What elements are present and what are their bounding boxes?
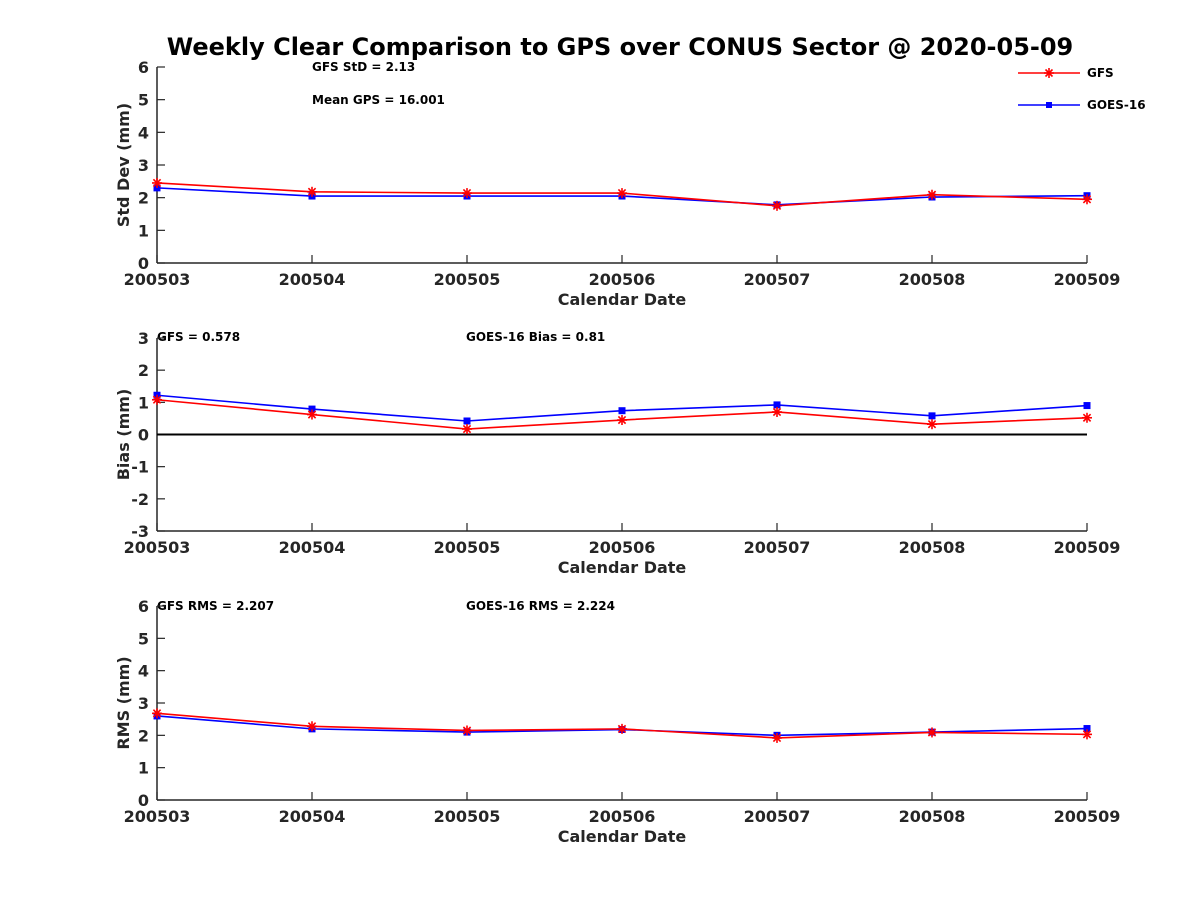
x-tick-label: 200506	[589, 538, 656, 557]
x-tick-label: 200504	[279, 807, 346, 826]
goes-rms-annotation: GOES-16 RMS = 2.224	[466, 599, 615, 613]
gfs-data-point	[152, 708, 162, 719]
gfs-rms-annotation: GFS RMS = 2.207	[157, 599, 274, 613]
y-tick-label: 5	[138, 629, 149, 648]
bias-panel: GFS = 0.578 GOES-16 Bias = 0.81 -3 -2 -1 0 1…	[114, 329, 1120, 577]
y-tick-label: -1	[131, 458, 149, 477]
x-tick-label: 200508	[899, 807, 966, 826]
gfs-data-point	[617, 188, 627, 199]
goes-bias-annotation: GOES-16 Bias = 0.81	[466, 330, 605, 344]
gfs-data-point	[307, 409, 317, 420]
x-tick-label: 200503	[124, 270, 191, 289]
x-tick-label: 200508	[899, 270, 966, 289]
legend-gfs-label: GFS	[1087, 66, 1114, 80]
y-tick-label: 0	[138, 254, 149, 273]
y-tick-label: -3	[131, 522, 149, 541]
y-axis-label: Bias (mm)	[114, 389, 133, 481]
gfs-data-point	[462, 424, 472, 435]
x-tick-label: 200504	[279, 538, 346, 557]
x-axis-label: Calendar Date	[558, 827, 687, 846]
gfs-data-point	[617, 723, 627, 734]
y-axis-label: RMS (mm)	[114, 656, 133, 749]
legend: GFS GOES-16	[1018, 66, 1146, 112]
gfs-data-point	[462, 188, 472, 199]
x-tick-label: 200503	[124, 807, 191, 826]
gfs-data-point	[152, 394, 162, 405]
y-tick-label: 4	[138, 123, 149, 142]
x-tick-label: 200509	[1054, 270, 1121, 289]
mean-gps-annotation: Mean GPS = 16.001	[312, 93, 445, 107]
x-tick-label: 200507	[744, 538, 811, 557]
gfs-bias-annotation: GFS = 0.578	[157, 330, 240, 344]
x-axis-label: Calendar Date	[558, 558, 687, 577]
x-tick-label: 200505	[434, 807, 501, 826]
y-tick-label: 3	[138, 329, 149, 348]
y-tick-label: 0	[138, 791, 149, 810]
gfs-data-point	[307, 721, 317, 732]
gfs-data-point	[927, 189, 937, 200]
goes-16-data-point	[1083, 402, 1091, 410]
x-tick-label: 200506	[589, 270, 656, 289]
gfs-data-point	[772, 406, 782, 417]
x-tick-label: 200507	[744, 270, 811, 289]
x-tick-label: 200509	[1054, 538, 1121, 557]
goes-16-data-point	[928, 412, 936, 420]
std-dev-panel: GFS StD = 2.13 Mean GPS = 16.001 GFS GOE…	[114, 58, 1146, 309]
x-tick-label: 200509	[1054, 807, 1121, 826]
y-tick-label: 6	[138, 597, 149, 616]
gfs-data-point	[1082, 194, 1092, 205]
chart-title: Weekly Clear Comparison to GPS over CONU…	[167, 33, 1074, 61]
goes-16-data-point	[1083, 725, 1091, 733]
gfs-data-point	[462, 725, 472, 736]
x-tick-label: 200505	[434, 270, 501, 289]
y-tick-label: 1	[138, 759, 149, 778]
x-tick-label: 200506	[589, 807, 656, 826]
x-tick-label: 200508	[899, 538, 966, 557]
y-tick-label: 3	[138, 694, 149, 713]
y-tick-label: -2	[131, 490, 149, 509]
gfs-std-annotation: GFS StD = 2.13	[312, 60, 415, 74]
y-tick-label: 1	[138, 221, 149, 240]
gfs-data-point	[1082, 412, 1092, 423]
x-tick-label: 200504	[279, 270, 346, 289]
x-axis-label: Calendar Date	[558, 290, 687, 309]
y-tick-label: 5	[138, 91, 149, 110]
goes-16-data-point	[308, 405, 316, 413]
y-tick-label: 4	[138, 662, 149, 681]
y-axis-label: Std Dev (mm)	[114, 103, 133, 227]
x-tick-label: 200503	[124, 538, 191, 557]
gfs-data-point	[927, 727, 937, 738]
rms-panel: GFS RMS = 2.207 GOES-16 RMS = 2.224 0 1 2 3…	[114, 597, 1120, 846]
gfs-data-point	[1082, 729, 1092, 740]
gfs-data-point	[927, 419, 937, 430]
y-tick-label: 0	[138, 426, 149, 445]
gfs-data-point	[617, 415, 627, 426]
goes-16-data-point	[618, 407, 626, 415]
gfs-data-point	[772, 200, 782, 211]
gfs-data-point	[772, 732, 782, 743]
legend-goes-marker	[1046, 102, 1052, 108]
legend-gfs-marker	[1044, 68, 1054, 78]
y-tick-label: 2	[138, 361, 149, 380]
y-tick-label: 2	[138, 189, 149, 208]
y-tick-label: 6	[138, 58, 149, 77]
gfs-data-point	[152, 177, 162, 188]
goes-16-data-point	[773, 401, 781, 409]
legend-goes-label: GOES-16	[1087, 98, 1146, 112]
y-tick-label: 3	[138, 156, 149, 175]
y-tick-label: 1	[138, 393, 149, 412]
x-tick-label: 200507	[744, 807, 811, 826]
goes-16-data-point	[463, 417, 471, 425]
y-tick-label: 2	[138, 726, 149, 745]
gfs-data-point	[307, 186, 317, 197]
x-tick-label: 200505	[434, 538, 501, 557]
